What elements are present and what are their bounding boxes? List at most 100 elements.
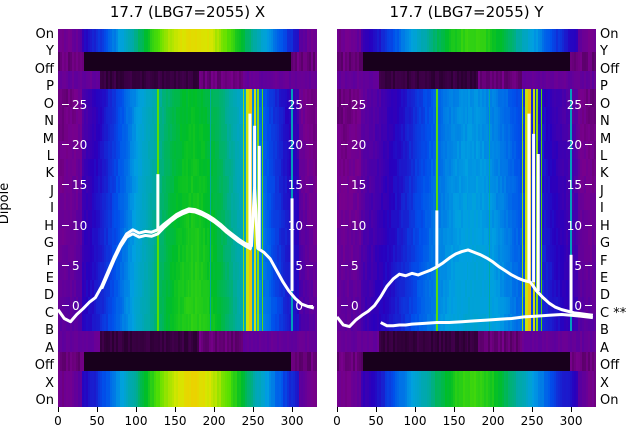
emission-line xyxy=(489,89,491,332)
category-label-right-a: A xyxy=(600,342,640,355)
x-tick-label: 0 xyxy=(333,414,341,428)
heatmap-band xyxy=(58,52,317,72)
category-label-left-y: Y xyxy=(14,45,54,58)
x-tick xyxy=(58,407,59,412)
heatmap-band xyxy=(58,71,317,90)
category-label-left-off: Off xyxy=(14,359,54,372)
emission-line xyxy=(570,89,572,332)
category-label-right-c: C ** xyxy=(600,307,640,320)
category-axis-right: On Y Off P O N M L K J I H G F E D C ** B A Off X On xyxy=(600,28,640,407)
emission-line xyxy=(246,89,249,332)
heatmap-band xyxy=(58,371,317,407)
category-label-left-h: H xyxy=(14,220,54,233)
category-label-left-d: D xyxy=(14,289,54,302)
x-tick-label: 250 xyxy=(242,414,265,428)
x-tick-label: 250 xyxy=(521,414,544,428)
category-label-left-on: On xyxy=(14,28,54,41)
category-label-left-a: A xyxy=(14,342,54,355)
heatmap-band xyxy=(337,371,596,407)
heatmap-panel-y[interactable]: 0 0 5 5 10 10 15 15 20 20 25 25 xyxy=(337,29,596,407)
x-tick-label: 50 xyxy=(89,414,104,428)
x-tick xyxy=(376,407,377,412)
category-label-left-p: P xyxy=(14,80,54,93)
category-label-right-j: J xyxy=(600,185,640,198)
category-label-left-x: X xyxy=(14,377,54,390)
x-tick xyxy=(214,407,216,412)
heatmap-panel-x[interactable]: 0 0 5 5 10 10 15 15 20 20 25 25 xyxy=(58,29,317,407)
x-tick xyxy=(253,407,255,412)
trace-line xyxy=(58,186,315,324)
category-label-right-b: B xyxy=(600,324,640,337)
heatmap-band xyxy=(58,331,317,353)
x-tick xyxy=(136,407,137,412)
emission-line xyxy=(525,89,528,332)
heatmap-band xyxy=(337,352,596,372)
emission-line xyxy=(256,89,259,332)
x-tick xyxy=(292,407,294,412)
category-label-right-d: D xyxy=(600,289,640,302)
category-label-left-k: K xyxy=(14,167,54,180)
trace-line xyxy=(380,312,594,328)
category-label-right-k: K xyxy=(600,167,640,180)
panel-title-right: 17.7 (LBG7=2055) Y xyxy=(337,3,596,21)
x-tick-label: 200 xyxy=(482,414,505,428)
x-tick-label: 150 xyxy=(443,414,466,428)
category-label-left-b: B xyxy=(14,324,54,337)
category-label-right-f: F xyxy=(600,255,640,268)
trace-line xyxy=(100,209,253,290)
category-label-right-e: E xyxy=(600,272,640,285)
x-tick-label: 0 xyxy=(54,414,62,428)
category-label-left-g: G xyxy=(14,237,54,250)
x-axis-left: 0 50 100 150 200 250 300 xyxy=(54,407,317,437)
emission-line xyxy=(535,89,538,332)
trace-line xyxy=(337,248,594,329)
category-label-right-on: On xyxy=(600,394,640,407)
emission-line xyxy=(242,89,245,332)
heatmap-band xyxy=(337,52,596,72)
emission-line xyxy=(261,89,264,332)
category-label-right-x: X xyxy=(600,377,640,390)
category-label-right-off: Off xyxy=(600,359,640,372)
heatmap-band xyxy=(58,352,317,372)
category-label-left-f: F xyxy=(14,255,54,268)
category-label-left-l: L xyxy=(14,150,54,163)
category-label-right-o: O xyxy=(600,98,640,111)
y-axis-label: Dipole xyxy=(0,183,12,224)
emission-line xyxy=(210,89,212,332)
category-label-right-y: Y xyxy=(600,45,640,58)
category-label-left-j: J xyxy=(14,185,54,198)
category-label-right-p: P xyxy=(600,80,640,93)
x-tick-label: 200 xyxy=(203,414,226,428)
trace-overlay-y xyxy=(337,113,594,329)
category-label-left-e: E xyxy=(14,272,54,285)
category-label-right-off: Off xyxy=(600,63,640,76)
x-tick-label: 50 xyxy=(368,414,383,428)
category-label-right-m: M xyxy=(600,133,640,146)
category-label-left-off: Off xyxy=(14,63,54,76)
x-tick-label: 300 xyxy=(560,414,583,428)
category-label-right-l: L xyxy=(600,150,640,163)
emission-line xyxy=(540,89,543,332)
x-tick xyxy=(337,407,338,412)
heatmap-band xyxy=(337,331,596,353)
category-label-right-h: H xyxy=(600,220,640,233)
panel-title-left: 17.7 (LBG7=2055) X xyxy=(58,3,317,21)
heatmap-band xyxy=(337,29,596,53)
emission-line xyxy=(436,89,438,332)
x-tick xyxy=(415,407,416,412)
category-label-right-n: N xyxy=(600,115,640,128)
trace-overlay-x xyxy=(58,113,315,324)
category-label-left-on: On xyxy=(14,394,54,407)
x-tick-label: 300 xyxy=(281,414,304,428)
x-tick-label: 150 xyxy=(164,414,187,428)
x-tick xyxy=(532,407,534,412)
heatmap-band xyxy=(58,29,317,53)
emission-line xyxy=(521,89,524,332)
heatmap-band xyxy=(337,71,596,90)
x-tick xyxy=(454,407,456,412)
x-tick xyxy=(97,407,98,412)
category-label-right-g: G xyxy=(600,237,640,250)
category-label-left-i: I xyxy=(14,202,54,215)
x-axis-right: 0 50 100 150 200 250 300 xyxy=(333,407,596,437)
